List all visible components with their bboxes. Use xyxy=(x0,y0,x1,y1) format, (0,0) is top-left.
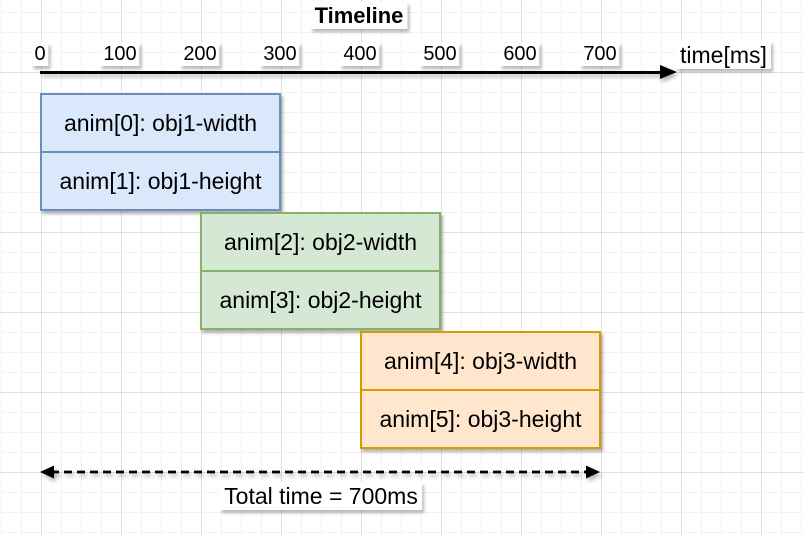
anim-block-2-label: anim[2]: obj2-width xyxy=(223,228,418,255)
anim-block-4: anim[4]: obj3-width xyxy=(360,331,601,391)
anim-block-0-label: anim[0]: obj1-width xyxy=(63,109,258,136)
anim-block-1-label: anim[1]: obj1-height xyxy=(59,167,262,194)
axis-tick-label-600: 600 xyxy=(500,43,540,66)
axis-tick-label-700: 700 xyxy=(580,43,620,66)
axis-arrowhead-icon xyxy=(660,65,677,79)
axis-tick-label-0: 0 xyxy=(31,43,49,66)
axis-unit-label: time[ms] xyxy=(676,41,771,70)
total-time-arrow xyxy=(40,465,600,479)
anim-block-2: anim[2]: obj2-width xyxy=(200,212,441,272)
anim-block-3: anim[3]: obj2-height xyxy=(200,270,441,330)
axis-tick-label-500: 500 xyxy=(420,43,460,66)
track-obj3: anim[4]: obj3-width anim[5]: obj3-height xyxy=(360,331,601,449)
anim-block-1: anim[1]: obj1-height xyxy=(40,151,281,211)
axis-tick-label-400: 400 xyxy=(340,43,380,66)
total-time-label: Total time = 700ms xyxy=(220,482,422,511)
time-axis-arrow xyxy=(40,64,680,82)
anim-block-5: anim[5]: obj3-height xyxy=(360,389,601,449)
track-obj2: anim[2]: obj2-width anim[3]: obj2-height xyxy=(200,212,441,330)
anim-block-5-label: anim[5]: obj3-height xyxy=(379,405,582,432)
anim-block-4-label: anim[4]: obj3-width xyxy=(383,347,578,374)
axis-tick-label-200: 200 xyxy=(180,43,220,66)
track-obj1: anim[0]: obj1-width anim[1]: obj1-height xyxy=(40,93,281,211)
diagram-title: Timeline xyxy=(310,2,408,30)
axis-line xyxy=(40,71,664,74)
axis-tick-label-100: 100 xyxy=(100,43,140,66)
anim-block-0: anim[0]: obj1-width xyxy=(40,93,281,153)
anim-block-3-label: anim[3]: obj2-height xyxy=(219,286,422,313)
axis-tick-label-300: 300 xyxy=(260,43,300,66)
right-arrowhead-icon xyxy=(586,465,600,479)
left-arrowhead-icon xyxy=(40,465,54,479)
